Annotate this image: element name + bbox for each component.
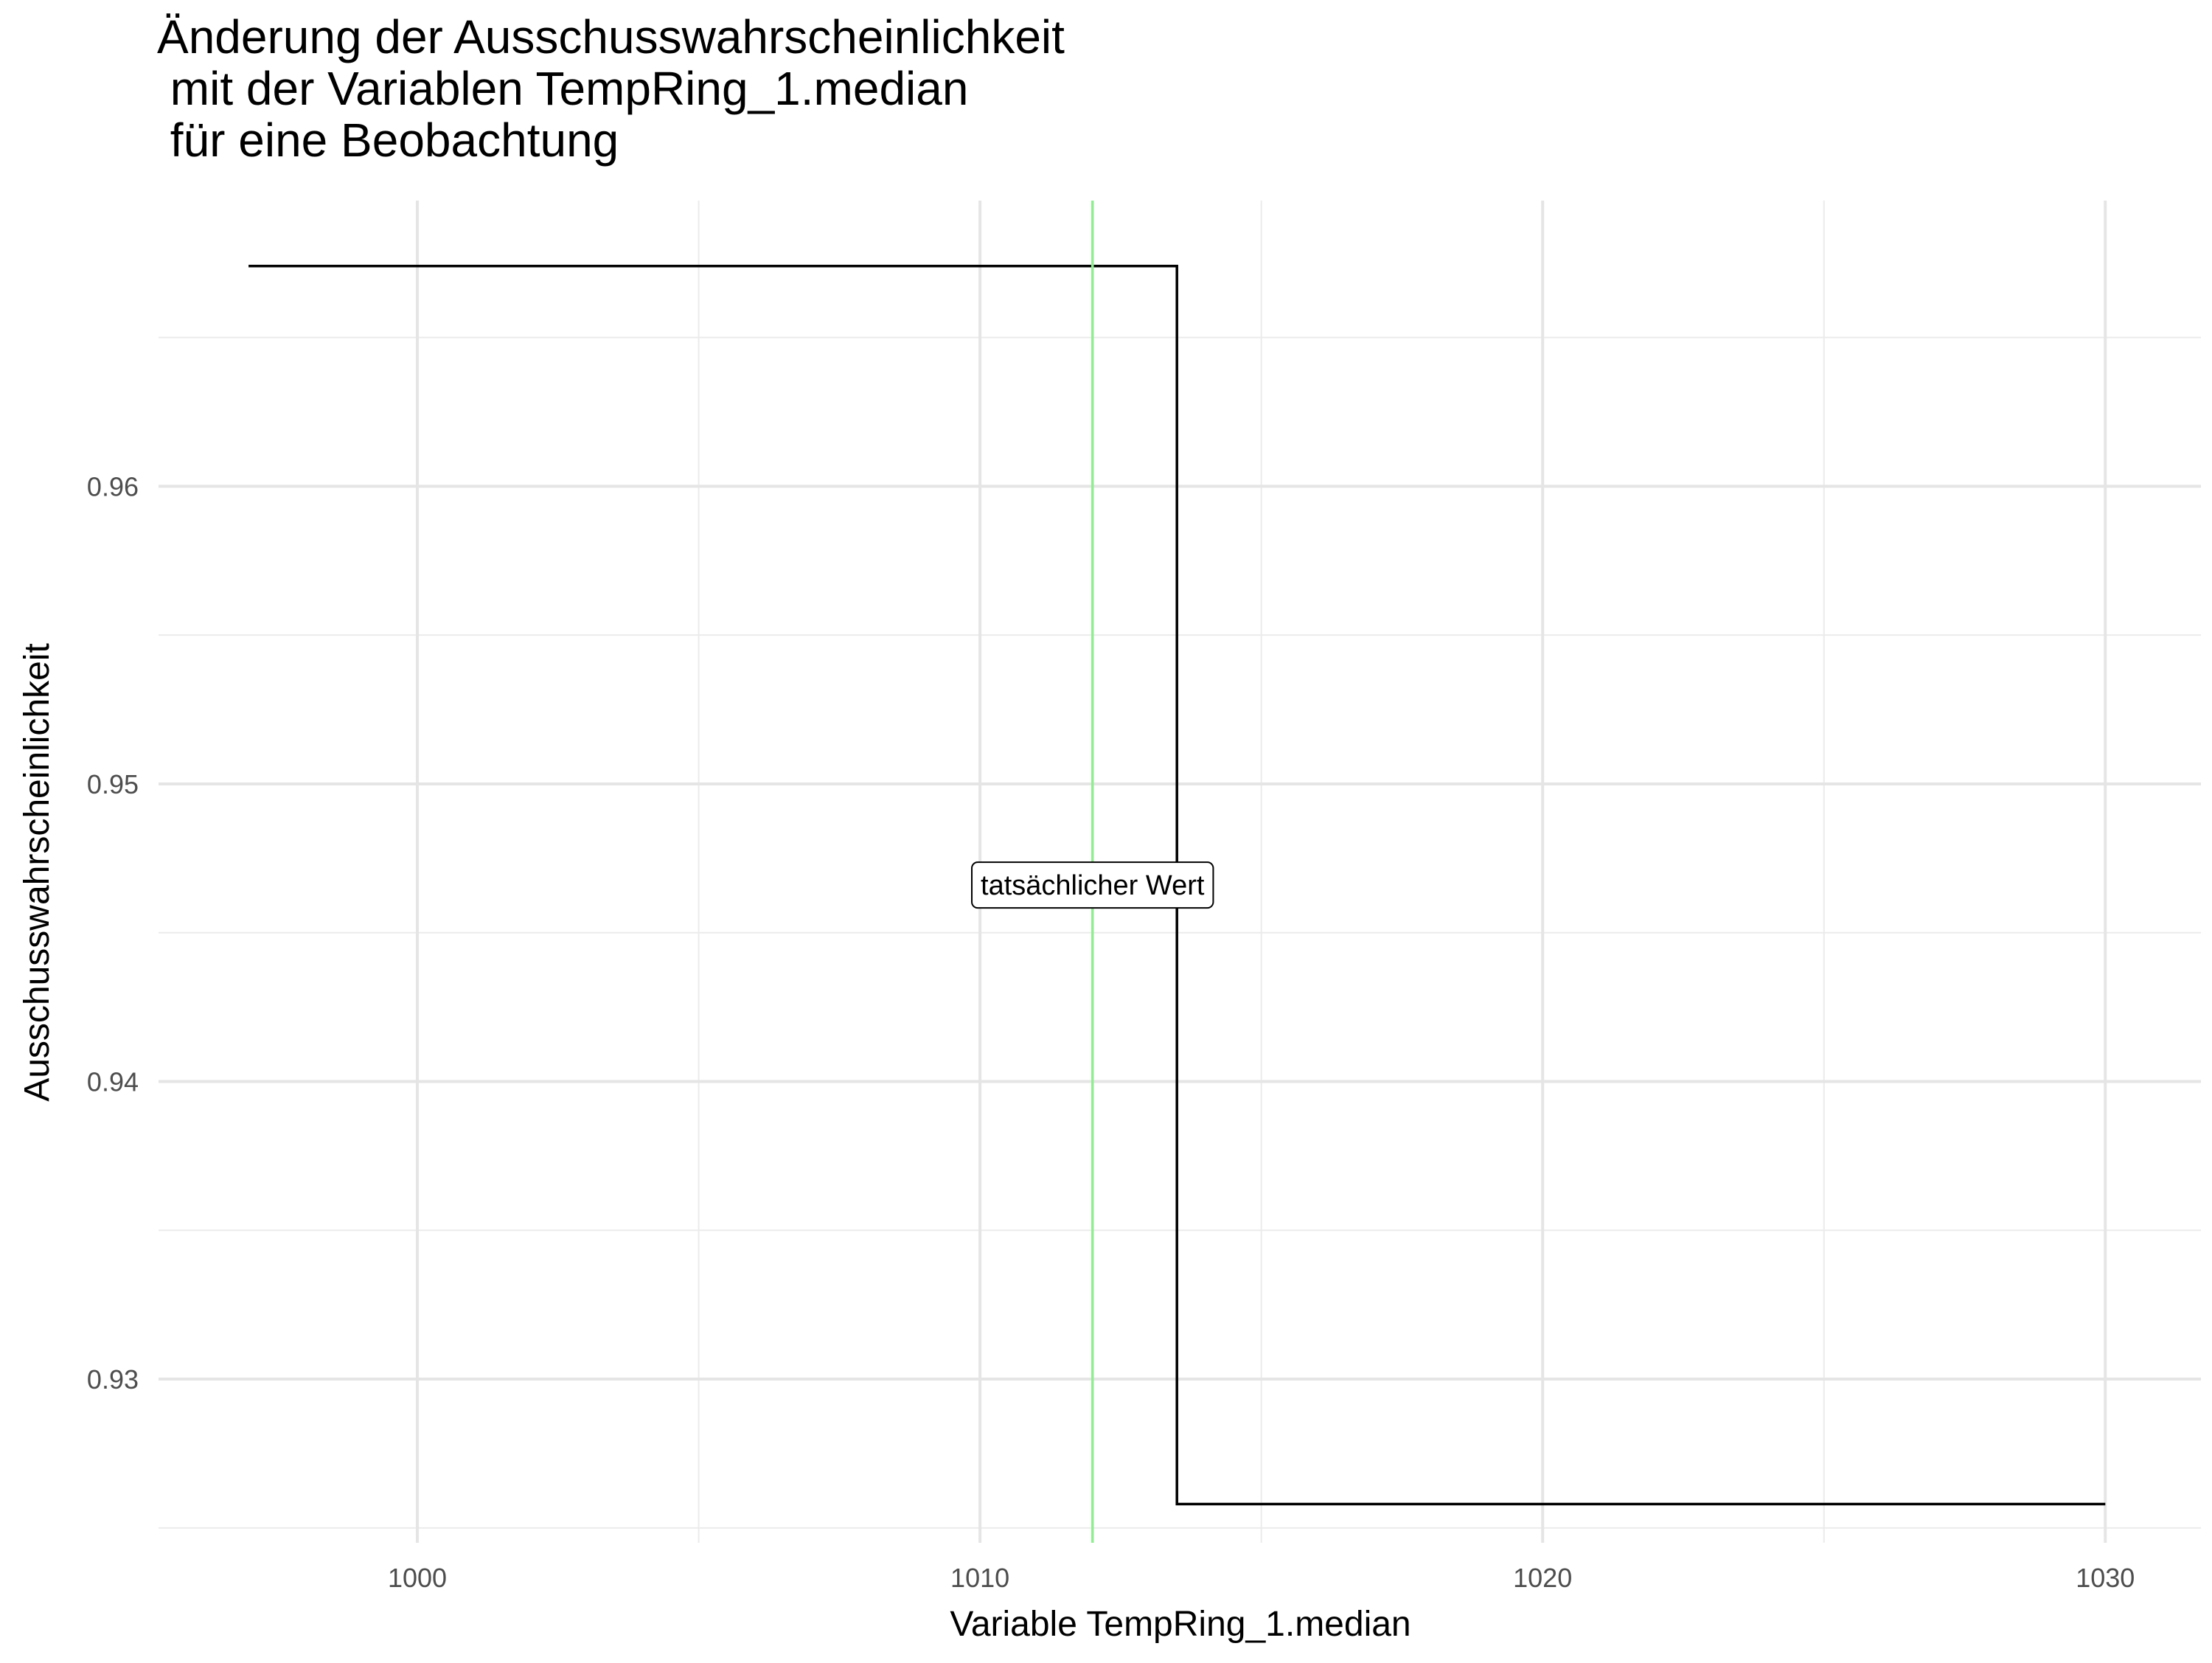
actual-value-label: tatsächlicher Wert [971, 861, 1214, 909]
chart-title-line: für eine Beobachtung [157, 114, 619, 167]
x-axis-title: Variable TempRing_1.median [950, 1605, 1411, 1644]
x-tick-label: 1000 [388, 1563, 447, 1593]
label-box [971, 861, 1214, 909]
label-text: tatsächlicher Wert [981, 870, 1205, 901]
y-tick-label: 0.95 [87, 769, 139, 799]
x-tick-label: 1020 [1513, 1563, 1572, 1593]
y-tick-label: 0.96 [87, 471, 139, 501]
y-axis-title: Ausschusswahrscheinlichkeit [18, 643, 57, 1102]
chart-title-line: Änderung der Ausschusswahrscheinlichkeit [157, 10, 1065, 63]
y-tick-label: 0.94 [87, 1067, 139, 1097]
y-tick-label: 0.93 [87, 1364, 139, 1395]
x-tick-label: 1030 [2076, 1563, 2135, 1593]
chart-title-line: mit der Variablen TempRing_1.median [157, 62, 968, 115]
tick-labels: 0.93 0.94 0.95 0.96 1000 1010 1020 1030 [87, 471, 2135, 1593]
chart-title: Änderung der Ausschusswahrscheinlichkeit… [157, 10, 1065, 167]
x-tick-label: 1010 [950, 1563, 1009, 1593]
reference-layer: tatsächlicher Wert [971, 201, 1214, 1543]
